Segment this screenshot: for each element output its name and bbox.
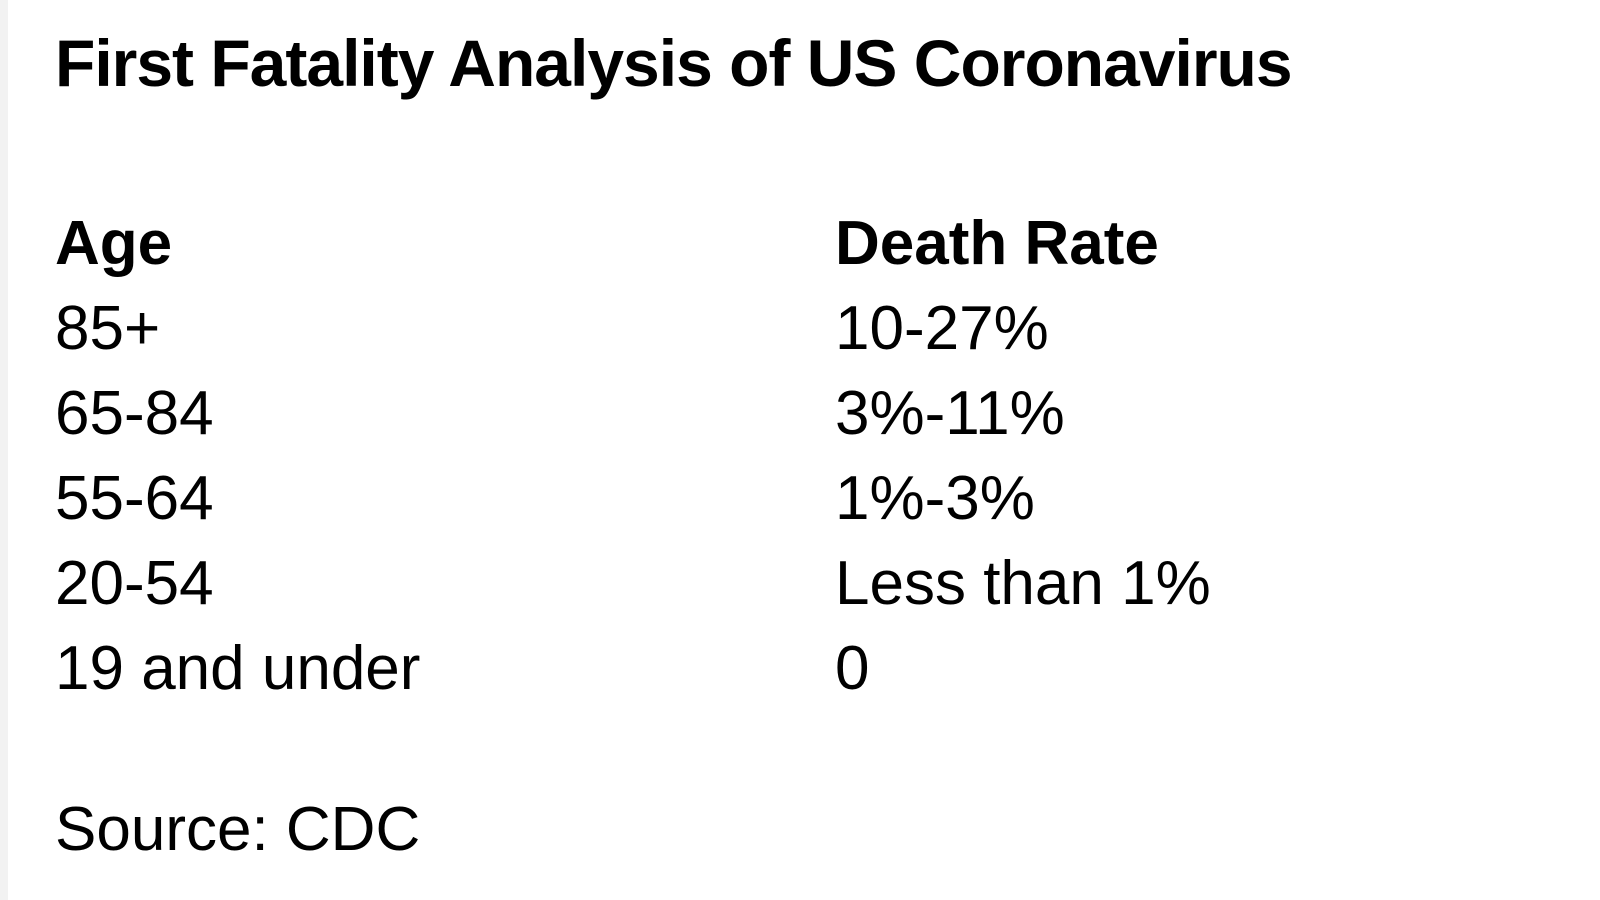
- age-cell: 65-84: [55, 378, 214, 448]
- table-row: 19 and under 0: [55, 626, 1600, 711]
- page-title: First Fatality Analysis of US Coronaviru…: [55, 26, 1293, 100]
- death-rate-cell: 1%-3%: [835, 463, 1035, 533]
- fatality-table: Age Death Rate 85+ 10-27% 65-84 3%-11% 5…: [55, 201, 1600, 711]
- table-row: 85+ 10-27%: [55, 286, 1600, 371]
- table-row: 20-54 Less than 1%: [55, 541, 1600, 626]
- age-cell: 55-64: [55, 463, 214, 533]
- table-row: 55-64 1%-3%: [55, 456, 1600, 541]
- table-header-row: Age Death Rate: [55, 201, 1600, 286]
- column-header-age: Age: [55, 208, 173, 278]
- death-rate-cell: Less than 1%: [835, 548, 1211, 618]
- death-rate-cell: 3%-11%: [835, 378, 1065, 448]
- source-note: Source: CDC: [55, 794, 421, 864]
- age-cell: 85+: [55, 293, 161, 363]
- age-cell: 20-54: [55, 548, 214, 618]
- age-cell: 19 and under: [55, 633, 421, 703]
- death-rate-cell: 10-27%: [835, 293, 1049, 363]
- death-rate-cell: 0: [835, 633, 870, 703]
- column-header-death-rate: Death Rate: [835, 208, 1159, 278]
- left-edge-tint: [0, 0, 8, 900]
- table-row: 65-84 3%-11%: [55, 371, 1600, 456]
